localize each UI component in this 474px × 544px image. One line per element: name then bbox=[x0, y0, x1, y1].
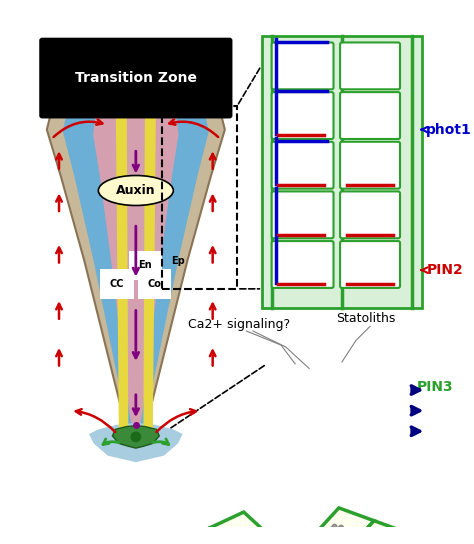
Polygon shape bbox=[410, 406, 421, 415]
FancyBboxPatch shape bbox=[272, 42, 334, 89]
FancyBboxPatch shape bbox=[340, 92, 400, 139]
Text: Co: Co bbox=[147, 279, 162, 289]
Circle shape bbox=[332, 524, 337, 529]
Text: CC: CC bbox=[110, 279, 124, 289]
Circle shape bbox=[131, 432, 140, 442]
Polygon shape bbox=[260, 537, 328, 544]
Text: En: En bbox=[138, 261, 152, 270]
Circle shape bbox=[237, 531, 242, 536]
Polygon shape bbox=[63, 47, 209, 456]
FancyBboxPatch shape bbox=[340, 191, 400, 238]
FancyBboxPatch shape bbox=[340, 241, 400, 288]
Polygon shape bbox=[410, 385, 421, 395]
Circle shape bbox=[240, 528, 245, 533]
Circle shape bbox=[245, 531, 250, 536]
FancyBboxPatch shape bbox=[262, 36, 421, 307]
Circle shape bbox=[339, 526, 344, 530]
Ellipse shape bbox=[235, 533, 252, 544]
Polygon shape bbox=[115, 51, 128, 443]
Polygon shape bbox=[47, 45, 225, 458]
Circle shape bbox=[329, 527, 334, 532]
FancyBboxPatch shape bbox=[40, 39, 231, 118]
Polygon shape bbox=[143, 51, 156, 443]
FancyBboxPatch shape bbox=[272, 142, 334, 189]
Polygon shape bbox=[176, 528, 260, 544]
FancyBboxPatch shape bbox=[272, 241, 334, 288]
Polygon shape bbox=[312, 508, 374, 544]
Polygon shape bbox=[89, 423, 182, 462]
Text: Ep: Ep bbox=[171, 256, 185, 266]
Polygon shape bbox=[328, 521, 409, 544]
Text: Auxin: Auxin bbox=[116, 184, 155, 197]
Ellipse shape bbox=[327, 529, 344, 544]
Ellipse shape bbox=[99, 176, 173, 206]
Text: PIN3: PIN3 bbox=[417, 380, 454, 394]
FancyBboxPatch shape bbox=[340, 42, 400, 89]
Polygon shape bbox=[344, 534, 445, 544]
Text: PIN2: PIN2 bbox=[426, 263, 463, 277]
Circle shape bbox=[337, 527, 342, 532]
Text: phot1: phot1 bbox=[426, 122, 472, 137]
Polygon shape bbox=[210, 512, 273, 544]
Text: Ca2+ signaling?: Ca2+ signaling? bbox=[188, 318, 290, 331]
Polygon shape bbox=[93, 50, 179, 452]
Circle shape bbox=[247, 529, 252, 534]
Text: Statoliths: Statoliths bbox=[336, 312, 395, 325]
Polygon shape bbox=[112, 425, 159, 448]
Text: Transition Zone: Transition Zone bbox=[75, 71, 197, 85]
Polygon shape bbox=[410, 426, 421, 436]
FancyBboxPatch shape bbox=[340, 142, 400, 189]
FancyBboxPatch shape bbox=[272, 191, 334, 238]
FancyBboxPatch shape bbox=[272, 92, 334, 139]
